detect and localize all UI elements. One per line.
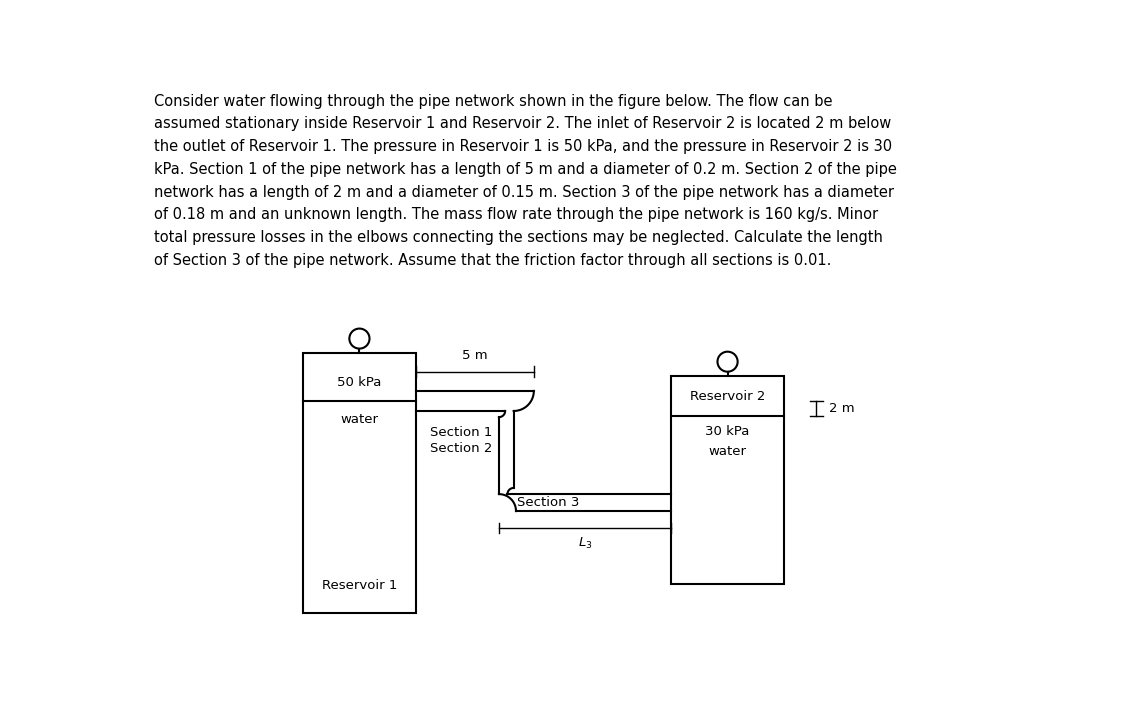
Text: 2 m: 2 m — [828, 402, 854, 415]
Text: Reservoir 2: Reservoir 2 — [690, 390, 765, 403]
Bar — [303, 353, 416, 612]
Text: $L_3$: $L_3$ — [578, 536, 592, 551]
Text: kPa. Section 1 of the pipe network has a length of 5 m and a diameter of 0.2 m. : kPa. Section 1 of the pipe network has a… — [154, 162, 897, 177]
Text: the outlet of Reservoir 1. The pressure in Reservoir 1 is 50 kPa, and the pressu: the outlet of Reservoir 1. The pressure … — [154, 139, 892, 154]
Text: network has a length of 2 m and a diameter of 0.15 m. Section 3 of the pipe netw: network has a length of 2 m and a diamet… — [154, 184, 895, 199]
Text: of Section 3 of the pipe network. Assume that the friction factor through all se: of Section 3 of the pipe network. Assume… — [154, 253, 832, 268]
Text: assumed stationary inside Reservoir 1 and Reservoir 2. The inlet of Reservoir 2 : assumed stationary inside Reservoir 1 an… — [154, 116, 891, 132]
Text: water: water — [708, 445, 746, 458]
Text: water: water — [341, 413, 379, 426]
Text: 50 kPa: 50 kPa — [337, 376, 382, 389]
Text: Reservoir 1: Reservoir 1 — [321, 579, 397, 592]
Text: 5 m: 5 m — [462, 349, 488, 363]
Text: Consider water flowing through the pipe network shown in the figure below. The f: Consider water flowing through the pipe … — [154, 94, 833, 108]
Text: 30 kPa: 30 kPa — [706, 425, 750, 439]
Text: Section 1: Section 1 — [430, 427, 492, 439]
Text: total pressure losses in the elbows connecting the sections may be neglected. Ca: total pressure losses in the elbows conn… — [154, 230, 883, 245]
Text: of 0.18 m and an unknown length. The mass flow rate through the pipe network is : of 0.18 m and an unknown length. The mas… — [154, 207, 879, 222]
Text: Section 2: Section 2 — [430, 442, 492, 455]
Bar — [671, 377, 783, 584]
Text: Section 3: Section 3 — [517, 496, 579, 509]
